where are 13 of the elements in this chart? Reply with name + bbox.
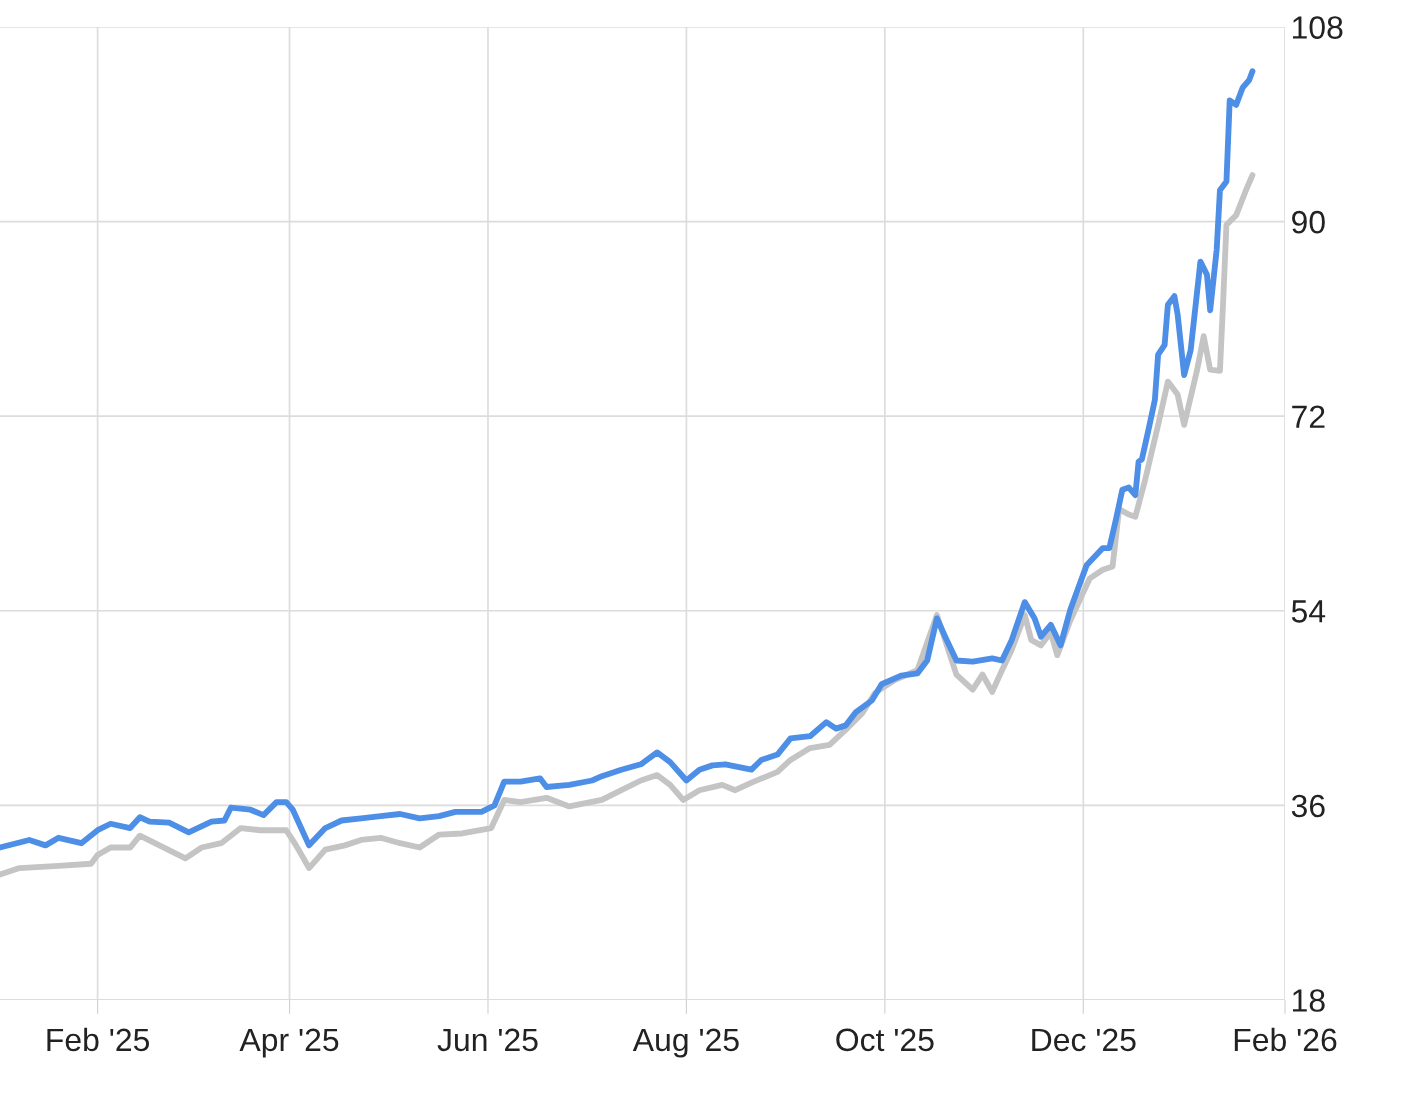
x-tick-label: Oct '25 (836, 1028, 934, 1052)
y-tick-label: 90 (1292, 210, 1325, 234)
x-tick-label: Feb '26 (1234, 1027, 1337, 1052)
x-tick-label: Feb '25 (47, 1027, 150, 1052)
x-tick-label: Dec '25 (1032, 1028, 1136, 1052)
y-tick-label: 108 (1292, 16, 1343, 39)
x-tick-label: Apr '25 (239, 1028, 339, 1058)
y-tick-label: 18 (1292, 989, 1325, 1012)
x-tick-label: Jun '25 (437, 1028, 538, 1052)
x-tick-label: Aug '25 (632, 1028, 739, 1058)
y-tick-label: 72 (1292, 405, 1325, 428)
y-tick-label: 54 (1291, 600, 1326, 623)
y-tick-label: 36 (1291, 794, 1325, 818)
